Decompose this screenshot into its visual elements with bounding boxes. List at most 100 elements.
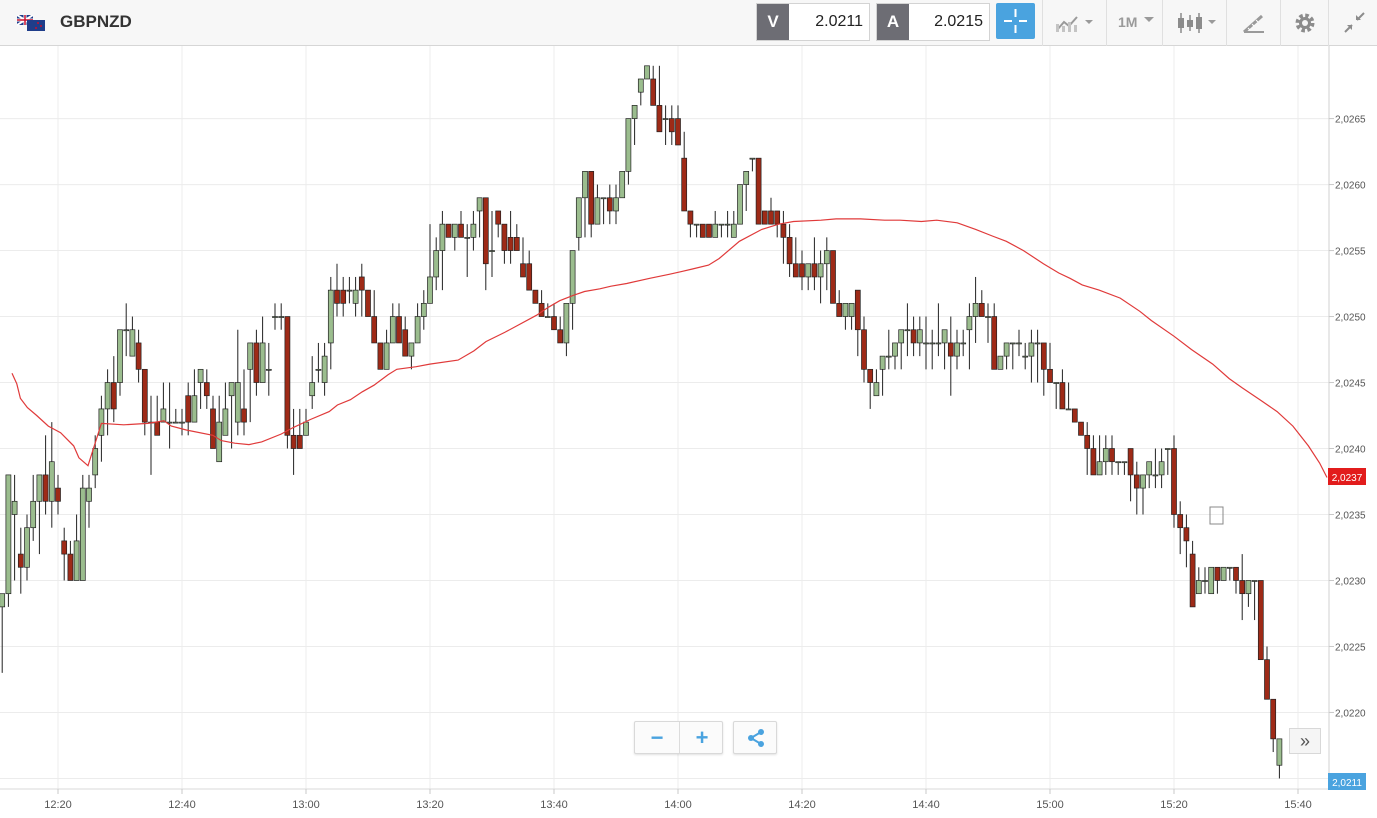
candle <box>929 329 936 370</box>
candle <box>129 316 136 357</box>
zoom-out-button[interactable]: − <box>650 725 664 750</box>
sell-price: 2.0211 <box>815 13 863 30</box>
candle-body <box>141 368 148 423</box>
settings-button[interactable] <box>1280 0 1328 46</box>
candle-body <box>656 105 663 133</box>
candle <box>346 276 353 304</box>
candle-body <box>278 316 285 318</box>
candle-body <box>730 223 737 238</box>
candle-body <box>476 197 483 212</box>
candle <box>377 342 384 370</box>
collapse-button[interactable] <box>1328 0 1377 46</box>
candle <box>402 316 409 357</box>
candle <box>185 382 192 436</box>
crosshair-button[interactable] <box>996 3 1035 39</box>
candle <box>36 474 43 555</box>
candle-body <box>836 302 843 317</box>
candle-body <box>482 197 489 265</box>
candle <box>321 342 328 396</box>
y-tick-label: 2,0230 <box>1335 576 1366 587</box>
candle-body <box>222 408 229 436</box>
candle-body <box>1177 514 1184 529</box>
candle-body <box>966 316 973 331</box>
buy-price-button[interactable]: A 2.0215 <box>876 3 990 41</box>
candle-body <box>867 368 874 383</box>
candle <box>1226 566 1233 581</box>
candle <box>210 395 216 449</box>
crosshair-icon <box>1004 9 1027 33</box>
candle-body <box>1220 566 1227 581</box>
candle <box>935 303 942 357</box>
candle-body <box>879 355 886 370</box>
candlestick-icon <box>1178 13 1216 33</box>
price-chart[interactable]: 2,0265 2,0260 2,0255 2,0250 2,0245 2,0240 2,02… <box>0 46 1377 818</box>
candle <box>904 303 911 357</box>
candle <box>799 250 805 291</box>
candle <box>470 210 477 251</box>
candle-body <box>1009 342 1016 345</box>
candle <box>1233 566 1239 594</box>
indicators-button[interactable] <box>1042 0 1106 46</box>
candle-body <box>1239 580 1246 595</box>
candle <box>48 422 55 528</box>
candle-body <box>123 329 130 332</box>
candle-body <box>1270 698 1277 740</box>
candle <box>1028 329 1035 383</box>
candle-body <box>941 329 948 344</box>
candle <box>296 408 303 449</box>
candle-body <box>42 474 49 502</box>
candle-body <box>303 421 309 436</box>
candle-body <box>854 289 861 331</box>
timeframe-button[interactable]: 1M <box>1106 0 1162 46</box>
candle-body <box>575 197 582 238</box>
candle-body <box>1040 342 1047 370</box>
candle <box>706 223 712 238</box>
candle <box>923 316 929 370</box>
candle <box>1003 342 1010 370</box>
y-tick-label: 2,0240 <box>1335 445 1366 456</box>
candle <box>464 224 471 277</box>
candle-body <box>1276 738 1283 766</box>
candle-body <box>433 250 440 278</box>
candle <box>414 303 421 344</box>
candle-body <box>687 210 694 225</box>
candle <box>941 329 948 370</box>
candle <box>867 368 874 409</box>
collapse-arrows-icon <box>1344 12 1365 33</box>
candle-body <box>247 342 254 370</box>
candle-body <box>761 210 768 225</box>
candle <box>575 197 582 251</box>
candle <box>954 329 960 370</box>
chart-type-button[interactable] <box>1162 0 1226 46</box>
scroll-to-latest-button[interactable]: » <box>1289 728 1321 754</box>
ma-last-value: 2,0237 <box>1332 473 1363 484</box>
candle-body <box>1121 461 1128 464</box>
candle-body <box>513 237 520 251</box>
buy-price: 2.0215 <box>934 13 983 30</box>
candle <box>1022 342 1029 370</box>
candle-body <box>885 355 892 358</box>
candle <box>352 276 359 317</box>
candle-body <box>352 289 359 304</box>
candle <box>743 171 750 211</box>
timeframe-label: 1M <box>1118 14 1138 30</box>
candle <box>1195 567 1202 595</box>
zoom-in-button[interactable]: + <box>695 725 709 750</box>
candle-body <box>1164 448 1171 450</box>
candle <box>1251 580 1258 621</box>
candle <box>861 316 867 383</box>
time-axis: 12:20 12:40 13:00 13:20 13:40 14:00 14:20 14:40… <box>44 789 1312 811</box>
candle <box>1059 369 1066 410</box>
candle-body <box>1171 448 1177 515</box>
candle-body <box>1115 461 1122 464</box>
x-tick-label: 14:40 <box>912 799 940 811</box>
sell-price-button[interactable]: V 2.0211 <box>756 3 870 41</box>
share-button[interactable] <box>733 721 777 754</box>
candle-body <box>259 342 266 383</box>
candle-body <box>216 421 223 463</box>
drawing-tools-button[interactable] <box>1226 0 1280 46</box>
x-tick-label: 15:40 <box>1284 799 1312 811</box>
candle <box>625 118 632 185</box>
candle-body <box>662 118 669 120</box>
ma-price-tag: 2,0237 <box>1328 468 1366 485</box>
